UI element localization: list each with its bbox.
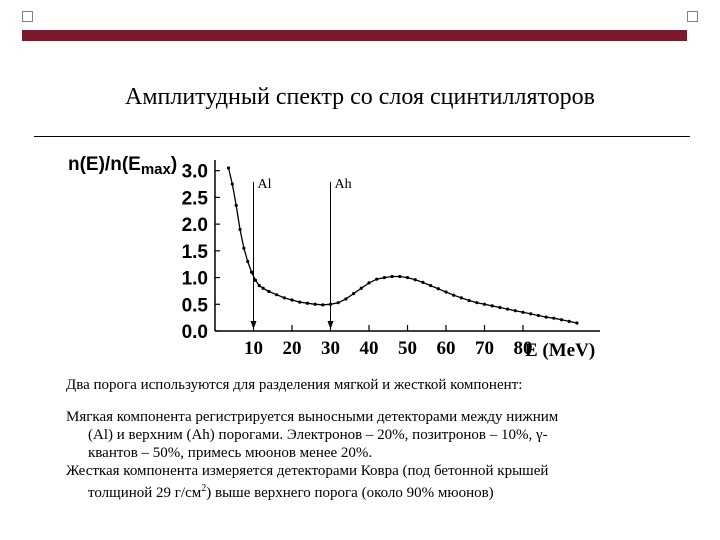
paragraph-thresholds: Два порога используются для разделения м…: [66, 377, 523, 393]
x-tick-label: 70: [475, 338, 494, 359]
spectrum-point: [536, 313, 541, 318]
spectrum-point: [544, 315, 548, 319]
spectrum-point: [261, 286, 265, 290]
threshold-label: Al: [258, 177, 272, 192]
y-tick-label: 2.5: [182, 188, 209, 209]
title-divider: [34, 136, 690, 137]
spectrum-line: [227, 167, 578, 324]
spectrum-point: [328, 302, 333, 306]
spectrum-point: [513, 309, 517, 313]
y-axis-label-main: n(E)/n(E: [68, 154, 141, 175]
spectrum-point: [421, 280, 425, 284]
spectrum-point: [253, 278, 258, 282]
x-tick-label: 10: [244, 338, 263, 359]
spectrum-point: [398, 274, 402, 279]
spectrum-point: [429, 283, 433, 288]
spectrum-point: [390, 274, 394, 279]
spectrum-point: [521, 310, 525, 314]
spectrum-point: [475, 301, 479, 305]
spectrum-point: [282, 296, 286, 300]
spectrum-point: [452, 293, 456, 297]
hard-line-2-post: ) выше верхнего порога (около 90% мюонов…: [206, 485, 494, 501]
spectrum-point: [490, 304, 494, 308]
x-axis-label: E (MeV): [525, 340, 595, 361]
spectrum-point: [313, 302, 317, 306]
spectrum-point: [382, 275, 386, 280]
spectrum-point: [298, 300, 302, 304]
spectrum-point: [275, 293, 279, 297]
spectrum-point: [529, 312, 533, 316]
spectrum-point: [249, 270, 254, 274]
paragraph-soft-component: Мягкая компонента регистрируется выносны…: [66, 408, 558, 462]
spectrum-point: [405, 275, 410, 280]
spectrum-point: [436, 287, 440, 291]
spectrum-point: [267, 289, 271, 294]
x-tick-label: 80: [514, 338, 533, 359]
spectrum-point: [498, 305, 502, 310]
spectrum-point: [359, 286, 363, 290]
paragraph-hard-component: Жесткая компонента измеряется детекторам…: [66, 462, 548, 502]
hard-line-2: толщиной 29 г/см2) выше верхнего порога …: [66, 480, 548, 502]
spectrum-point: [305, 301, 309, 305]
y-tick-label: 1.0: [182, 269, 208, 290]
threshold-label: Ah: [335, 177, 352, 192]
spectrum-point: [321, 303, 325, 307]
y-tick-label: 3.0: [182, 162, 208, 183]
spectrum-point: [459, 296, 463, 300]
x-tick-label: 50: [398, 338, 417, 359]
spectrum-point: [242, 246, 246, 250]
spectrum-point: [226, 166, 231, 170]
spectrum-point: [344, 297, 348, 301]
y-axis-label-sub: max: [141, 161, 172, 178]
spectrum-point: [230, 182, 234, 186]
spectrum-point: [257, 283, 261, 288]
soft-line-3: квантов – 50%, примесь мюонов менее 20%.: [88, 445, 373, 461]
spectrum-point: [413, 278, 417, 282]
threshold-arrow: [327, 321, 334, 329]
hard-line-2-pre: толщиной 29 г/см: [88, 485, 202, 501]
spectrum-point: [336, 301, 340, 305]
spectrum-point: [567, 319, 571, 323]
y-axis-label: n(E)/n(Emax): [68, 154, 177, 178]
title-accent-bar: [22, 30, 687, 41]
spectrum-point: [575, 321, 579, 325]
threshold-arrow: [250, 321, 257, 329]
slide-title: Амплитудный спектр со слоя сцинтилляторо…: [124, 84, 595, 110]
spectrum-point: [552, 316, 556, 320]
soft-line-1: Мягкая компонента регистрируется выносны…: [66, 409, 559, 425]
spectrum-point: [367, 281, 371, 285]
hard-line-2-sup: 2: [201, 483, 207, 494]
spectrum-point: [375, 277, 379, 281]
soft-line-2: (Al) и верхним (Ah) порогами. Электронов…: [88, 427, 548, 443]
x-tick-label: 60: [437, 338, 456, 359]
corner-box-left: [22, 11, 33, 22]
spectrum-point: [444, 290, 448, 294]
spectrum-point: [238, 227, 242, 232]
y-axis-label-close: ): [171, 154, 177, 175]
spectrum-point: [559, 318, 564, 322]
corner-box-right: [687, 11, 698, 22]
x-tick-label: 20: [283, 338, 302, 359]
y-tick-label: 2.0: [182, 215, 208, 236]
spectrum-point: [290, 298, 294, 302]
x-tick-label: 30: [321, 338, 340, 359]
spectrum-point: [506, 307, 510, 311]
spectrum-point: [352, 291, 356, 296]
y-tick-label: 0.0: [182, 322, 208, 343]
spectrum-point: [246, 259, 250, 264]
y-tick-label: 1.5: [182, 242, 209, 263]
y-tick-label: 0.5: [182, 295, 209, 316]
hard-line-1: Жесткая компонента измеряется детекторам…: [66, 463, 549, 479]
spectrum-point: [234, 203, 238, 208]
spectrum-point: [482, 302, 487, 306]
x-tick-label: 40: [360, 338, 379, 359]
spectrum-point: [467, 298, 471, 303]
